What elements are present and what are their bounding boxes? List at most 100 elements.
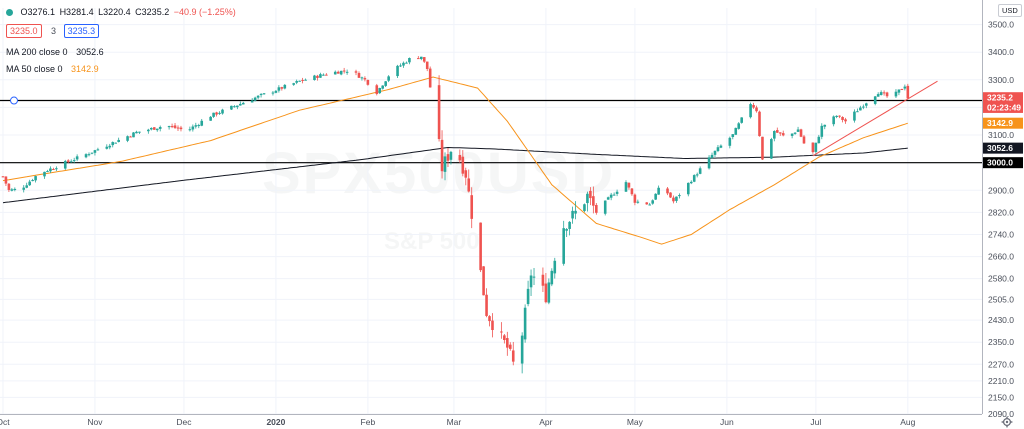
candle-up — [84, 153, 88, 159]
candle-up — [526, 280, 530, 307]
candle-body — [387, 76, 390, 81]
candle-up — [894, 89, 898, 98]
candle-down — [425, 61, 429, 72]
candle-body — [194, 125, 198, 127]
ma50-line — [2, 76, 908, 245]
candle-body — [10, 189, 14, 191]
price-tick: 2580.0 — [988, 274, 1014, 284]
candle-body — [719, 145, 723, 148]
candle-body — [325, 74, 328, 76]
price-label-bg — [983, 117, 1023, 129]
candle-body — [838, 115, 841, 117]
candle-body — [256, 95, 260, 98]
candle-body — [446, 154, 450, 161]
candle-body — [832, 116, 835, 125]
candle-up — [737, 122, 741, 130]
candle-up — [897, 89, 901, 96]
candle-body — [864, 103, 868, 106]
candle-up — [657, 185, 660, 195]
candle-up — [49, 166, 52, 174]
candle-body — [13, 188, 17, 190]
price-tick: 2430.0 — [988, 315, 1014, 325]
candle-up — [692, 174, 696, 183]
ma200-legend[interactable]: MA 200 close 0 3052.6 — [6, 47, 106, 57]
candle-up — [402, 61, 405, 68]
trendline[interactable] — [812, 80, 938, 157]
ma50-legend[interactable]: MA 50 close 0 3142.9 — [6, 64, 101, 74]
candle-down — [301, 77, 304, 84]
candle-body — [96, 149, 100, 151]
candle-body — [876, 94, 880, 97]
candle-up — [793, 132, 797, 135]
candle-body — [197, 125, 201, 127]
candle-down — [173, 123, 177, 130]
candle-body — [606, 197, 610, 200]
candle-body — [853, 111, 856, 121]
candle-up — [96, 147, 100, 151]
candle-down — [179, 125, 183, 132]
candle-down — [422, 56, 426, 64]
candle-up — [274, 90, 278, 94]
candle-body — [873, 96, 877, 104]
time-axis[interactable]: Oct Nov Dec 2020 Feb Mar Apr May Jun Jul Aug — [0, 417, 916, 427]
price-labels: 3235.202:23:49 3142.9 3052.6 3000.0 — [983, 92, 1023, 169]
candle-body — [22, 187, 26, 190]
candle-down — [66, 159, 70, 164]
candle-up — [864, 102, 868, 109]
candle-down — [838, 115, 841, 119]
candle-down — [775, 127, 779, 134]
candle-up — [194, 122, 198, 129]
price-axis[interactable]: 2090.0 2150.0 2210.0 2270.0 2350.0 2430.0 2505… — [988, 20, 1014, 419]
candle-body — [589, 190, 592, 199]
candle-down — [802, 135, 806, 144]
candle-up — [277, 85, 281, 93]
candle-body — [173, 125, 177, 128]
candle-down — [799, 128, 803, 138]
candle-down — [672, 195, 675, 204]
candle-body — [470, 195, 474, 219]
candle-down — [354, 69, 358, 76]
candle-body — [523, 307, 527, 340]
bid-button[interactable]: 3235.0 — [6, 24, 42, 38]
candle-up — [547, 278, 551, 305]
candle-up — [218, 111, 221, 115]
candle-up — [259, 93, 263, 98]
candle-up — [583, 203, 586, 213]
candle-body — [66, 160, 70, 162]
candle-body — [692, 175, 696, 182]
candle-up — [574, 201, 577, 220]
candle-down — [595, 203, 598, 215]
candle-body — [906, 85, 910, 99]
candle-down — [758, 110, 761, 137]
candle-body — [313, 75, 316, 81]
candle-body — [241, 102, 245, 105]
candle-body — [508, 344, 512, 349]
candle-body — [678, 195, 681, 197]
price-tick: 3500.0 — [988, 20, 1014, 30]
candle-up — [529, 269, 533, 296]
candle-body — [651, 200, 654, 204]
candle-body — [520, 335, 524, 364]
currency-badge[interactable]: USD — [998, 4, 1022, 17]
candle-body — [458, 155, 462, 161]
candle-up — [233, 105, 236, 108]
candle-body — [250, 100, 254, 103]
candle-body — [4, 176, 8, 184]
candle-body — [544, 283, 548, 303]
ask-button[interactable]: 3235.3 — [63, 24, 100, 38]
candle-body — [108, 145, 112, 148]
candle-down — [503, 333, 506, 344]
gear-icon[interactable] — [1001, 416, 1013, 428]
candle-body — [562, 228, 565, 264]
candle-body — [440, 139, 444, 172]
candle-down — [470, 187, 474, 229]
candle-body — [482, 266, 485, 296]
candle-body — [716, 147, 720, 152]
candle-up — [648, 202, 652, 206]
candle-down — [482, 266, 485, 296]
candle-up — [408, 57, 411, 65]
price-label: 3142.9 — [983, 117, 1023, 129]
candle-body — [155, 128, 159, 131]
candle-body — [46, 171, 49, 173]
